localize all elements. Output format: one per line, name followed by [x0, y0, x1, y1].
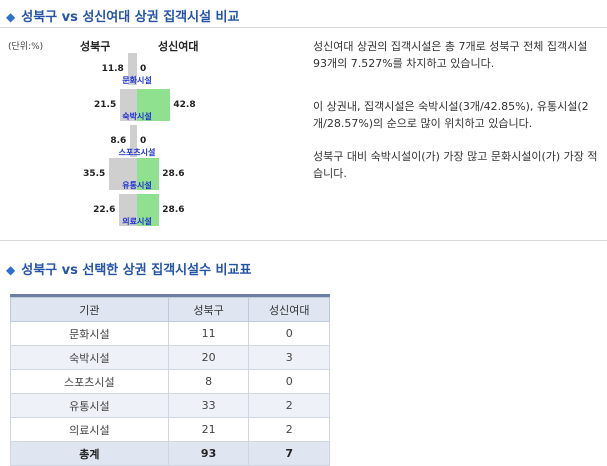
category-label-3: 유통시설 [122, 181, 152, 190]
value-right-2: 0 [140, 136, 147, 146]
header-sungshin: 성신여대 [248, 297, 330, 322]
table-row: 유통시설 33 2 [10, 393, 330, 418]
bar-right-1 [137, 89, 171, 121]
value-right-1: 42.8 [173, 100, 196, 110]
value-right-0: 0 [140, 64, 147, 74]
bar-right-3 [137, 158, 160, 190]
value-left-4: 22.6 [93, 205, 116, 215]
diamond-bullet-icon: ◆ [6, 263, 16, 277]
bar-left-2 [130, 125, 137, 157]
cell-sungshin: 0 [248, 369, 330, 394]
table-header-row: 기관 성북구 성신여대 [10, 297, 330, 322]
bar-left-4 [119, 194, 137, 226]
section-divider [0, 27, 607, 28]
table-row: 의료시설 21 2 [10, 417, 330, 442]
bar-left-3 [109, 158, 137, 190]
category-label-1: 숙박시설 [122, 112, 152, 121]
left-series-label: 성북구 [80, 40, 111, 53]
value-left-3: 35.5 [83, 169, 106, 179]
cell-seongbuk: 20 [167, 345, 250, 370]
section-title-text: 성북구 vs 성신여대 상권 집객시설 비교 [21, 10, 240, 25]
cell-sungshin: 2 [248, 393, 330, 418]
header-institution: 기관 [10, 297, 169, 322]
bar-left-1 [120, 89, 137, 121]
table-row: 숙박시설 20 3 [10, 345, 330, 370]
value-right-3: 28.6 [162, 169, 185, 179]
description-paragraph-3: 성북구 대비 숙박시설이(가) 가장 많고 문화시설이(가) 가장 적습니다. [313, 150, 598, 180]
table-row: 스포츠시설 8 0 [10, 369, 330, 394]
table-row: 문화시설 11 0 [10, 321, 330, 346]
description-paragraph-1: 성신여대 상권의 집객시설은 총 7개로 성북구 전체 집객시설 93개의 7.… [313, 40, 588, 70]
cell-seongbuk: 8 [167, 369, 250, 394]
right-series-label: 성신여대 [158, 40, 199, 53]
value-left-0: 11.8 [101, 64, 124, 74]
section-divider [0, 240, 607, 241]
bar-right-4 [137, 194, 160, 226]
category-label-2: 스포츠시설 [118, 148, 156, 157]
cell-facility: 문화시설 [10, 321, 169, 346]
comparison-table: 기관 성북구 성신여대 문화시설 11 0 숙박시설 20 3 스포츠시설 8 … [10, 297, 330, 466]
section-title-comparison: ◆ 성북구 vs 성신여대 상권 집객시설 비교 [6, 6, 239, 25]
cell-seongbuk: 11 [167, 321, 250, 346]
cell-sungshin: 3 [248, 345, 330, 370]
cell-sungshin: 2 [248, 417, 330, 442]
cell-facility: 유통시설 [10, 393, 169, 418]
cell-seongbuk: 21 [167, 417, 250, 442]
value-right-4: 28.6 [162, 205, 185, 215]
unit-label: (단위:%) [8, 42, 44, 52]
bar-left-0 [127, 53, 137, 85]
cell-seongbuk: 33 [167, 393, 250, 418]
cell-facility: 의료시설 [10, 417, 169, 442]
value-left-1: 21.5 [94, 100, 117, 110]
value-left-2: 8.6 [110, 136, 127, 146]
cell-facility: 숙박시설 [10, 345, 169, 370]
cell-facility: 스포츠시설 [10, 369, 169, 394]
section-title-table: ◆ 성북구 vs 선택한 상권 집객시설수 비교표 [6, 259, 251, 278]
section-title-text: 성북구 vs 선택한 상권 집객시설수 비교표 [21, 263, 252, 278]
header-seongbuk: 성북구 [167, 297, 250, 322]
category-label-4: 의료시설 [122, 217, 152, 226]
table-top-border [10, 294, 330, 297]
description-paragraph-2: 이 상권내, 집객시설은 숙박시설(3개/42.85%), 유통시설(2개/28… [313, 100, 589, 130]
cell-sungshin: 0 [248, 321, 330, 346]
diamond-bullet-icon: ◆ [6, 10, 16, 24]
category-label-0: 문화시설 [122, 76, 152, 85]
